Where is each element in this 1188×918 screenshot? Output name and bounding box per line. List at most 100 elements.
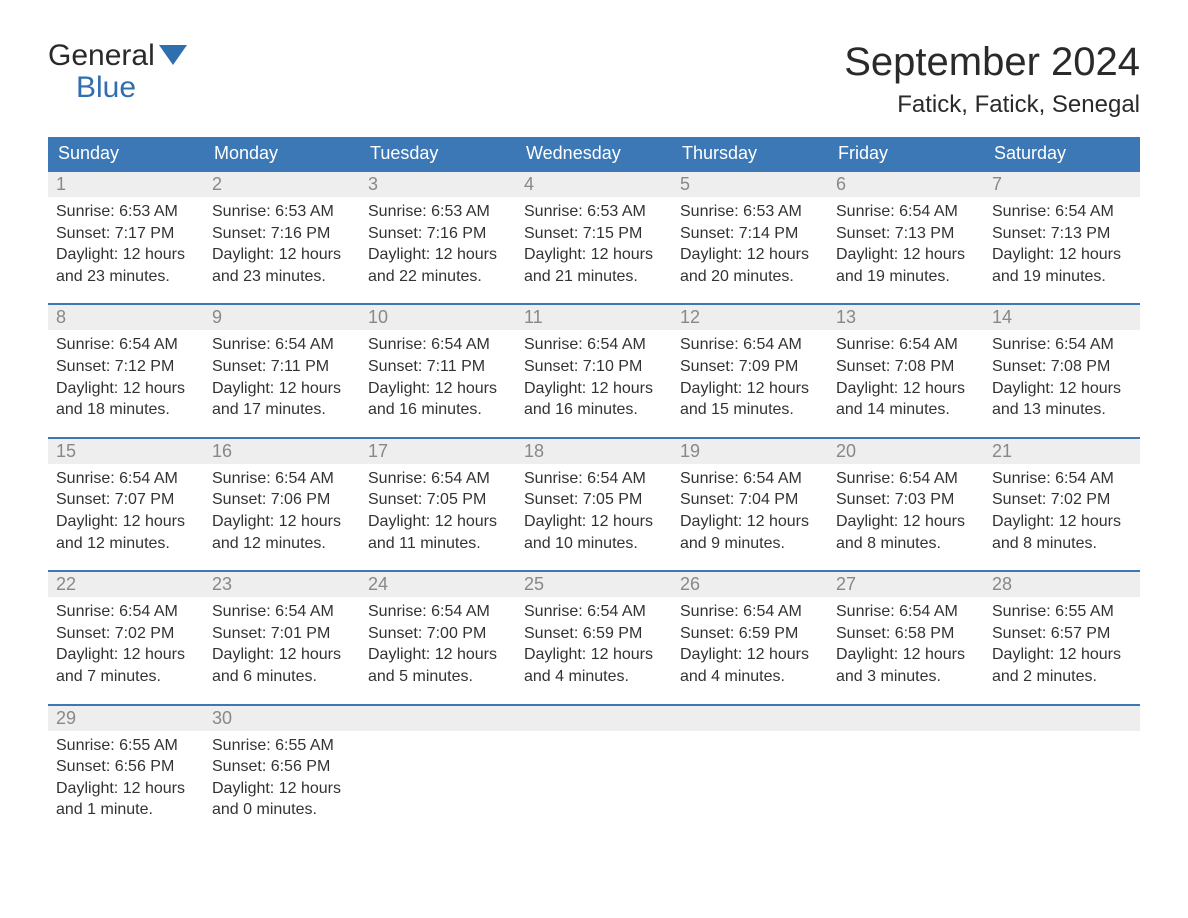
day-number: 16 (204, 439, 360, 464)
daylight-text: Daylight: 12 hours and 12 minutes. (212, 511, 352, 554)
day-body: Sunrise: 6:54 AMSunset: 6:59 PMDaylight:… (672, 597, 828, 697)
sunset-text: Sunset: 7:02 PM (992, 489, 1132, 511)
sunrise-text: Sunrise: 6:54 AM (56, 468, 196, 490)
sunrise-text: Sunrise: 6:54 AM (368, 334, 508, 356)
daylight-text: Daylight: 12 hours and 4 minutes. (524, 644, 664, 687)
day-cell: 23Sunrise: 6:54 AMSunset: 7:01 PMDayligh… (204, 572, 360, 697)
daylight-text: Daylight: 12 hours and 16 minutes. (524, 378, 664, 421)
day-body: Sunrise: 6:54 AMSunset: 7:11 PMDaylight:… (204, 330, 360, 430)
day-cell: 21Sunrise: 6:54 AMSunset: 7:02 PMDayligh… (984, 439, 1140, 564)
sunset-text: Sunset: 7:17 PM (56, 223, 196, 245)
day-number: 13 (828, 305, 984, 330)
day-body: Sunrise: 6:53 AMSunset: 7:14 PMDaylight:… (672, 197, 828, 297)
sunrise-text: Sunrise: 6:55 AM (56, 735, 196, 757)
weeks-container: 1Sunrise: 6:53 AMSunset: 7:17 PMDaylight… (48, 170, 1140, 831)
day-cell: 13 Sunrise: 6:54 AMSunset: 7:08 PMDayligh… (828, 305, 984, 430)
day-body: Sunrise: 6:54 AMSunset: 7:10 PMDaylight:… (516, 330, 672, 430)
day-cell: 4Sunrise: 6:53 AMSunset: 7:15 PMDaylight… (516, 172, 672, 297)
day-cell: 6Sunrise: 6:54 AMSunset: 7:13 PMDaylight… (828, 172, 984, 297)
sunset-text: Sunset: 6:57 PM (992, 623, 1132, 645)
day-cell: 29Sunrise: 6:55 AMSunset: 6:56 PMDayligh… (48, 706, 204, 831)
daylight-text: Daylight: 12 hours and 9 minutes. (680, 511, 820, 554)
sunset-text: Sunset: 7:02 PM (56, 623, 196, 645)
day-number: 20 (828, 439, 984, 464)
day-number: 19 (672, 439, 828, 464)
daylight-text: Daylight: 12 hours and 4 minutes. (680, 644, 820, 687)
day-body: Sunrise: 6:54 AMSunset: 7:07 PMDaylight:… (48, 464, 204, 564)
day-cell: 10Sunrise: 6:54 AMSunset: 7:11 PMDayligh… (360, 305, 516, 430)
day-cell: 2Sunrise: 6:53 AMSunset: 7:16 PMDaylight… (204, 172, 360, 297)
day-number: 24 (360, 572, 516, 597)
flag-icon (159, 40, 187, 72)
day-body: Sunrise: 6:54 AMSunset: 7:11 PMDaylight:… (360, 330, 516, 430)
day-body: Sunrise: 6:54 AMSunset: 7:04 PMDaylight:… (672, 464, 828, 564)
sunset-text: Sunset: 7:08 PM (836, 356, 976, 378)
sunset-text: Sunset: 7:09 PM (680, 356, 820, 378)
day-body: Sunrise: 6:54 AMSunset: 7:00 PMDaylight:… (360, 597, 516, 697)
sunset-text: Sunset: 6:58 PM (836, 623, 976, 645)
header: General Blue September 2024 Fatick, Fati… (48, 40, 1140, 129)
daylight-text: Daylight: 12 hours and 8 minutes. (836, 511, 976, 554)
sunset-text: Sunset: 7:10 PM (524, 356, 664, 378)
sunrise-text: Sunrise: 6:53 AM (524, 201, 664, 223)
day-cell (360, 706, 516, 831)
day-number: 4 (516, 172, 672, 197)
day-number (672, 706, 828, 731)
day-body: Sunrise: 6:54 AMSunset: 7:13 PMDaylight:… (828, 197, 984, 297)
daylight-text: Daylight: 12 hours and 14 minutes. (836, 378, 976, 421)
sunset-text: Sunset: 7:03 PM (836, 489, 976, 511)
sunrise-text: Sunrise: 6:54 AM (992, 201, 1132, 223)
day-cell: 11Sunrise: 6:54 AMSunset: 7:10 PMDayligh… (516, 305, 672, 430)
day-number: 25 (516, 572, 672, 597)
day-number: 8 (48, 305, 204, 330)
sunset-text: Sunset: 6:56 PM (56, 756, 196, 778)
dow-cell: Thursday (672, 137, 828, 170)
dow-cell: Wednesday (516, 137, 672, 170)
sunrise-text: Sunrise: 6:54 AM (836, 334, 976, 356)
brand-bottom: Blue (48, 72, 187, 104)
week-row: 22Sunrise: 6:54 AMSunset: 7:02 PMDayligh… (48, 570, 1140, 697)
daylight-text: Daylight: 12 hours and 19 minutes. (836, 244, 976, 287)
dow-cell: Tuesday (360, 137, 516, 170)
sunrise-text: Sunrise: 6:54 AM (680, 601, 820, 623)
day-cell: 30Sunrise: 6:55 AMSunset: 6:56 PMDayligh… (204, 706, 360, 831)
daylight-text: Daylight: 12 hours and 17 minutes. (212, 378, 352, 421)
sunrise-text: Sunrise: 6:53 AM (212, 201, 352, 223)
sunrise-text: Sunrise: 6:54 AM (836, 468, 976, 490)
day-body: Sunrise: 6:53 AMSunset: 7:17 PMDaylight:… (48, 197, 204, 297)
week-row: 29Sunrise: 6:55 AMSunset: 6:56 PMDayligh… (48, 704, 1140, 831)
day-number: 7 (984, 172, 1140, 197)
day-number (360, 706, 516, 731)
sunrise-text: Sunrise: 6:54 AM (368, 468, 508, 490)
day-body: Sunrise: 6:54 AMSunset: 7:12 PMDaylight:… (48, 330, 204, 430)
sunset-text: Sunset: 7:01 PM (212, 623, 352, 645)
sunset-text: Sunset: 7:13 PM (836, 223, 976, 245)
week-row: 1Sunrise: 6:53 AMSunset: 7:17 PMDaylight… (48, 170, 1140, 297)
daylight-text: Daylight: 12 hours and 16 minutes. (368, 378, 508, 421)
sunset-text: Sunset: 7:07 PM (56, 489, 196, 511)
sunset-text: Sunset: 6:56 PM (212, 756, 352, 778)
day-cell: 22Sunrise: 6:54 AMSunset: 7:02 PMDayligh… (48, 572, 204, 697)
sunset-text: Sunset: 7:15 PM (524, 223, 664, 245)
day-body: Sunrise: 6:53 AMSunset: 7:15 PMDaylight:… (516, 197, 672, 297)
daylight-text: Daylight: 12 hours and 3 minutes. (836, 644, 976, 687)
title-block: September 2024 Fatick, Fatick, Senegal (844, 40, 1140, 129)
day-number: 14 (984, 305, 1140, 330)
daylight-text: Daylight: 12 hours and 15 minutes. (680, 378, 820, 421)
sunset-text: Sunset: 7:05 PM (368, 489, 508, 511)
day-body: Sunrise: 6:55 AMSunset: 6:56 PMDaylight:… (48, 731, 204, 831)
sunrise-text: Sunrise: 6:54 AM (680, 334, 820, 356)
day-body: Sunrise: 6:54 AMSunset: 6:58 PMDaylight:… (828, 597, 984, 697)
sunset-text: Sunset: 7:13 PM (992, 223, 1132, 245)
day-body: Sunrise: 6:54 AMSunset: 7:01 PMDaylight:… (204, 597, 360, 697)
sunset-text: Sunset: 7:04 PM (680, 489, 820, 511)
day-number (984, 706, 1140, 731)
sunrise-text: Sunrise: 6:53 AM (680, 201, 820, 223)
day-number: 26 (672, 572, 828, 597)
day-number: 3 (360, 172, 516, 197)
day-cell: 26Sunrise: 6:54 AMSunset: 6:59 PMDayligh… (672, 572, 828, 697)
day-number: 27 (828, 572, 984, 597)
daylight-text: Daylight: 12 hours and 19 minutes. (992, 244, 1132, 287)
day-body: Sunrise: 6:53 AMSunset: 7:16 PMDaylight:… (360, 197, 516, 297)
sunrise-text: Sunrise: 6:54 AM (992, 468, 1132, 490)
